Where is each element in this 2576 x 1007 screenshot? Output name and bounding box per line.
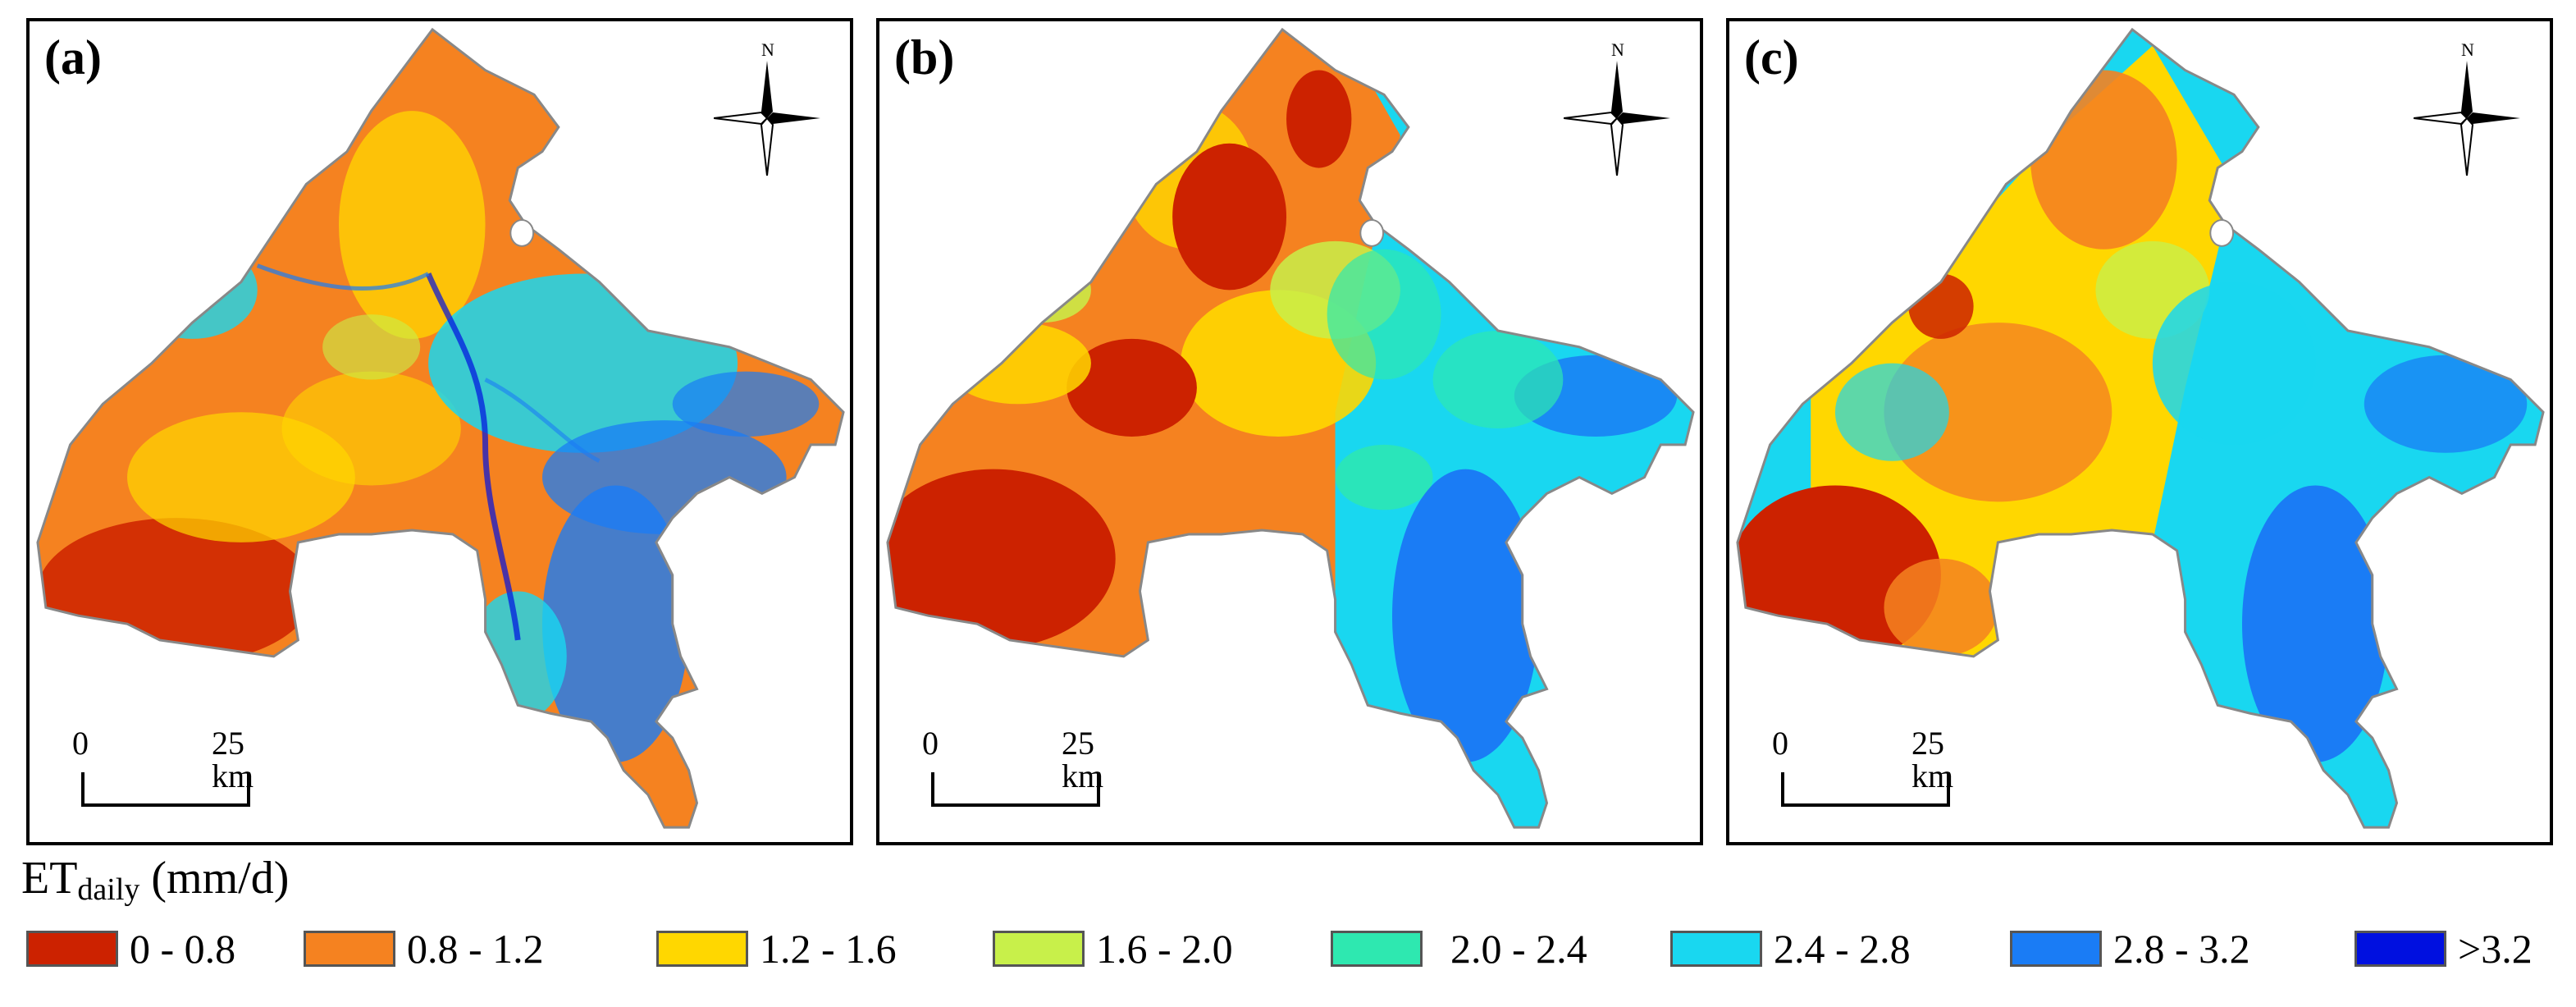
legend-swatch	[993, 931, 1085, 967]
legend-label: 2.4 - 2.8	[1774, 926, 1911, 972]
legend-title-sub: daily	[77, 872, 140, 907]
map-panel-b: (b) N 0 25 km	[876, 18, 1703, 845]
scale-bar: 0 25 km	[922, 727, 1119, 826]
legend-swatch	[1331, 931, 1423, 967]
map-panel-a: (a) N 0 25 km	[26, 18, 853, 845]
legend-item: 2.4 - 2.8	[1670, 924, 1911, 973]
legend-label: >3.2	[2458, 926, 2533, 972]
legend: 0 - 0.8 0.8 - 1.2 1.2 - 1.6 1.6 - 2.0 2.…	[0, 924, 2576, 982]
scale-bar: 0 25 km	[1772, 727, 1969, 826]
scale-end-label: 25 km	[1911, 725, 1954, 794]
legend-label: 2.0 - 2.4	[1450, 926, 1587, 972]
legend-title: ETdaily (mm/d)	[21, 855, 289, 905]
north-label: N	[761, 39, 774, 60]
panel-label: (b)	[894, 30, 955, 85]
legend-label: 2.8 - 3.2	[2113, 926, 2250, 972]
scale-start-label: 0	[1772, 725, 1788, 762]
legend-swatch	[656, 931, 748, 967]
panel-label: (c)	[1744, 30, 1799, 85]
legend-item: 1.2 - 1.6	[656, 924, 897, 973]
region-boundary	[886, 27, 1695, 829]
legend-label: 0.8 - 1.2	[407, 926, 544, 972]
north-arrow-icon: N	[2414, 41, 2520, 181]
legend-title-main: ET	[21, 853, 78, 904]
scale-bar: 0 25 km	[72, 727, 269, 826]
legend-item: 2.0 - 2.4	[1331, 924, 1587, 973]
map-panel-c: (c) N 0 25 km	[1726, 18, 2553, 845]
legend-swatch	[2354, 931, 2446, 967]
scale-end-label: 25 km	[212, 725, 254, 794]
panel-label: (a)	[44, 30, 102, 85]
legend-item: 0 - 0.8	[26, 924, 235, 973]
legend-item: 2.8 - 3.2	[2010, 924, 2250, 973]
scale-start-label: 0	[922, 725, 939, 762]
et-map-c	[1736, 27, 2545, 829]
legend-swatch	[26, 931, 118, 967]
north-arrow-icon: N	[714, 41, 820, 181]
region-boundary	[36, 27, 845, 829]
legend-item: 1.6 - 2.0	[993, 924, 1233, 973]
scale-end-label: 25 km	[1062, 725, 1104, 794]
region-boundary	[1736, 27, 2545, 829]
legend-swatch	[1670, 931, 1762, 967]
legend-item: >3.2	[2354, 924, 2533, 973]
legend-swatch	[2010, 931, 2102, 967]
legend-title-unit: (mm/d)	[139, 853, 290, 904]
legend-label: 1.6 - 2.0	[1096, 926, 1233, 972]
north-arrow-icon: N	[1564, 41, 1670, 181]
legend-item: 0.8 - 1.2	[304, 924, 544, 973]
legend-swatch	[304, 931, 395, 967]
legend-label: 0 - 0.8	[130, 926, 236, 972]
scale-start-label: 0	[72, 725, 89, 762]
north-label: N	[2461, 39, 2474, 60]
legend-label: 1.2 - 1.6	[760, 926, 897, 972]
north-label: N	[1611, 39, 1624, 60]
et-map-b	[886, 27, 1695, 829]
et-map-a	[36, 27, 845, 829]
